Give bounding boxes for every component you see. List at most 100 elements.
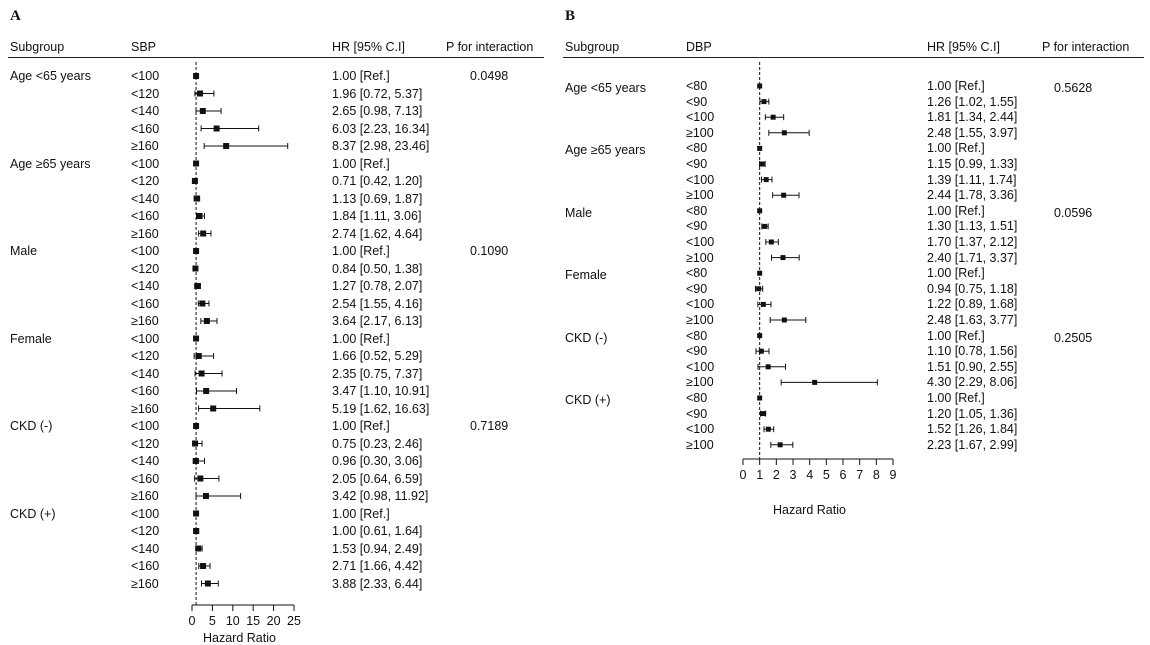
hr-ci-text: 5.19 [1.62, 16.63] (332, 401, 430, 416)
hr-point (192, 440, 199, 447)
hr-ci-text: 1.66 [0.52, 5.29] (332, 349, 423, 363)
category-label: <90 (686, 281, 708, 296)
p-interaction-value: 0.2505 (1054, 330, 1093, 345)
x-tick-label: 25 (287, 614, 301, 628)
category-label: <160 (131, 296, 160, 311)
x-tick-label: 15 (246, 614, 260, 628)
hr-point (768, 239, 774, 245)
hr-ci-text: 1.52 [1.26, 1.84] (927, 422, 1018, 437)
hr-point (193, 195, 200, 202)
x-tick-label: 7 (856, 468, 863, 482)
category-label: ≥160 (131, 401, 159, 416)
subgroup-label: Male (565, 205, 593, 220)
hr-ci-text: 1.27 [0.78, 2.07] (332, 279, 423, 293)
category-label: <100 (686, 172, 715, 187)
x-tick-label: 9 (890, 468, 897, 482)
category-label: <120 (131, 524, 160, 538)
hr-ci-text: 2.71 [1.66, 4.42] (332, 559, 423, 573)
subgroup-label: CKD (-) (565, 330, 608, 345)
hr-ci-text: 0.84 [0.50, 1.38] (332, 261, 423, 276)
hr-point (781, 317, 787, 323)
hr-point (781, 130, 787, 136)
hr-ci-text: 2.40 [1.71, 3.37] (927, 250, 1018, 265)
hr-ci-text: 2.23 [1.67, 2.99] (927, 437, 1018, 452)
header-subgroup: Subgroup (565, 40, 620, 54)
category-label: <160 (131, 471, 160, 486)
hr-point (193, 528, 200, 534)
hr-ci-text: 2.48 [1.55, 3.97] (927, 125, 1018, 140)
subgroup-label: CKD (-) (10, 419, 53, 433)
x-tick-label: 20 (267, 614, 281, 628)
hr-point (200, 230, 207, 237)
hr-point (203, 388, 210, 394)
hr-ci-text: 1.00 [Ref.] (927, 266, 985, 281)
hr-ci-text: 1.15 [0.99, 1.33] (927, 157, 1018, 171)
hr-ci-text: 2.54 [1.55, 4.16] (332, 296, 423, 311)
category-label: <100 (686, 235, 715, 249)
hr-point (204, 580, 211, 587)
p-interaction-value: 0.0498 (470, 69, 509, 83)
category-label: ≥160 (131, 139, 159, 153)
hr-ci-text: 4.30 [2.29, 8.06] (927, 375, 1018, 390)
subgroup-label: Age ≥65 years (565, 143, 646, 158)
x-tick-label: 3 (790, 468, 797, 482)
hr-point (223, 143, 230, 149)
category-label: <140 (131, 104, 160, 118)
hr-point (757, 83, 763, 89)
hr-ci-text: 8.37 [2.98, 23.46] (332, 139, 430, 153)
hr-point (194, 283, 201, 289)
category-label: ≥160 (131, 314, 159, 328)
category-label: <120 (131, 174, 160, 188)
forest-plot-dbp: B Subgroup DBP HR [95% C.I] P for intera… (555, 0, 1150, 645)
category-label: <80 (686, 203, 708, 218)
hr-point (195, 353, 202, 359)
hr-ci-text: 1.84 [1.11, 3.06] (332, 209, 422, 223)
x-tick-label: 5 (823, 468, 830, 482)
x-axis-title: Hazard Ratio (203, 631, 276, 645)
hr-ci-text: 1.26 [1.02, 1.55] (927, 94, 1018, 109)
category-label: <100 (131, 419, 160, 433)
hr-ci-text: 1.22 [0.89, 1.68] (927, 297, 1018, 312)
hr-point (763, 177, 769, 183)
hr-ci-text: 1.00 [0.61, 1.64] (332, 524, 423, 538)
hr-ci-text: 2.65 [0.98, 7.13] (332, 104, 423, 118)
x-tick-label: 2 (773, 468, 780, 482)
hr-ci-text: 1.00 [Ref.] (927, 328, 985, 343)
subgroup-label: Age <65 years (10, 69, 91, 83)
category-label: <90 (686, 406, 708, 421)
hr-ci-text: 1.00 [Ref.] (927, 391, 985, 405)
header-p-interaction: P for interaction (1042, 40, 1130, 54)
hr-point (191, 178, 198, 184)
hr-point (203, 318, 210, 324)
hr-point (196, 90, 203, 97)
x-tick-label: 4 (806, 468, 813, 482)
header-rule (563, 57, 1144, 58)
x-tick-label: 0 (189, 614, 196, 628)
forest-plot-sbp: A Subgroup SBP HR [95% C.I] P for intera… (0, 0, 550, 645)
hr-point (193, 248, 200, 254)
hr-point (812, 379, 818, 385)
category-label: ≥160 (131, 489, 159, 503)
hr-point (759, 161, 765, 167)
category-label: <100 (686, 297, 715, 312)
category-label: <120 (131, 349, 160, 363)
header-p-interaction: P for interaction (446, 40, 534, 54)
hr-point (777, 442, 783, 448)
hr-point (197, 475, 204, 482)
category-label: <80 (686, 328, 708, 343)
subgroup-label: Age <65 years (565, 81, 646, 95)
hr-ci-text: 3.64 [2.17, 6.13] (332, 314, 423, 328)
hr-point (770, 114, 776, 120)
x-tick-label: 8 (873, 468, 880, 482)
hr-ci-text: 1.00 [Ref.] (927, 141, 985, 156)
hr-point (757, 208, 763, 214)
category-label: <100 (686, 422, 715, 437)
hr-point (193, 423, 200, 429)
category-label: ≥100 (686, 437, 714, 452)
category-label: <100 (131, 156, 160, 171)
subgroup-label: Male (10, 244, 38, 258)
hr-point (199, 300, 206, 307)
p-interaction-value: 0.7189 (470, 419, 509, 433)
hr-point (193, 73, 200, 79)
hr-ci-text: 2.74 [1.62, 4.64] (332, 226, 423, 241)
